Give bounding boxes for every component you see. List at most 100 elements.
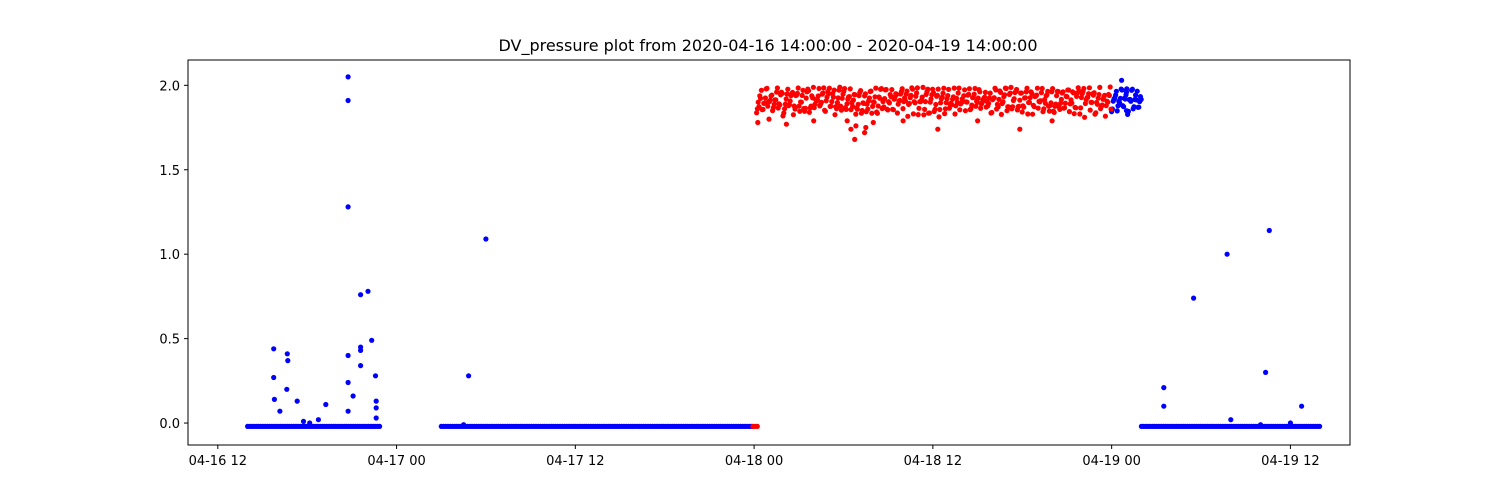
- data-point: [1258, 422, 1264, 428]
- tick-label: 0.0: [159, 417, 180, 432]
- data-point: [1086, 85, 1092, 91]
- data-point: [939, 94, 945, 100]
- data-point: [1054, 93, 1060, 99]
- data-point: [800, 87, 806, 93]
- data-point: [834, 106, 840, 112]
- data-point: [1117, 95, 1123, 101]
- data-point: [890, 107, 897, 113]
- data-point: [949, 102, 955, 108]
- data-point: [962, 87, 968, 93]
- data-point: [284, 351, 290, 357]
- data-point: [1002, 92, 1008, 98]
- data-point: [835, 95, 841, 101]
- data-point: [1070, 90, 1076, 96]
- data-point: [815, 93, 821, 99]
- data-point: [1014, 86, 1020, 93]
- data-point: [466, 373, 472, 379]
- data-point: [889, 87, 895, 93]
- plot-area: [245, 74, 1323, 429]
- data-point: [799, 92, 805, 98]
- data-point: [982, 94, 988, 100]
- data-point: [941, 85, 947, 91]
- data-point: [952, 111, 958, 117]
- data-point: [844, 101, 850, 107]
- data-point: [946, 86, 952, 92]
- data-point: [1077, 111, 1083, 117]
- data-point: [1108, 106, 1114, 112]
- data-point: [1078, 105, 1084, 111]
- data-point: [271, 396, 277, 402]
- data-point: [1069, 100, 1075, 106]
- data-point: [820, 90, 826, 96]
- data-point: [771, 101, 777, 107]
- data-point: [1089, 99, 1095, 105]
- data-point: [1091, 90, 1097, 96]
- data-point: [914, 85, 921, 91]
- data-point: [975, 95, 981, 101]
- data-point: [1107, 84, 1113, 90]
- data-point: [1086, 91, 1092, 97]
- data-point: [1026, 99, 1032, 105]
- data-point: [1138, 96, 1144, 102]
- data-point: [797, 108, 803, 114]
- data-point: [365, 288, 371, 294]
- data-point: [483, 236, 489, 242]
- data-point: [966, 86, 973, 92]
- data-point: [754, 423, 760, 429]
- data-point: [1027, 95, 1033, 101]
- data-point: [900, 118, 906, 124]
- data-point: [956, 85, 962, 91]
- data-point: [843, 106, 849, 112]
- data-point: [902, 98, 909, 104]
- data-point: [866, 95, 873, 101]
- data-point: [1029, 90, 1035, 96]
- data-point: [834, 100, 841, 106]
- data-point: [1035, 105, 1041, 111]
- data-point: [294, 398, 300, 404]
- data-point: [1016, 103, 1022, 109]
- data-point: [858, 88, 864, 94]
- data-point: [933, 101, 939, 108]
- data-point: [971, 91, 977, 97]
- data-point: [1057, 106, 1063, 112]
- data-point: [1039, 85, 1045, 92]
- data-point: [832, 112, 838, 118]
- data-point: [1058, 96, 1064, 102]
- data-point: [1082, 114, 1088, 120]
- data-point: [951, 85, 957, 91]
- data-point: [942, 106, 949, 112]
- data-point: [848, 126, 854, 132]
- data-point: [1008, 84, 1014, 90]
- data-point: [930, 90, 937, 96]
- data-point: [790, 112, 797, 118]
- data-point: [850, 103, 856, 109]
- data-point: [766, 116, 772, 122]
- data-point: [932, 106, 938, 112]
- data-point: [818, 99, 825, 105]
- tick-label: 04-18 12: [904, 454, 962, 469]
- data-point: [853, 111, 859, 117]
- data-point: [1022, 95, 1028, 101]
- data-point: [870, 103, 876, 109]
- data-point: [762, 95, 769, 101]
- data-point: [1019, 109, 1025, 115]
- data-point: [373, 415, 379, 421]
- data-point: [1031, 104, 1037, 110]
- data-point: [919, 94, 925, 100]
- data-point: [839, 95, 845, 101]
- data-point: [1045, 88, 1051, 94]
- data-point: [1102, 92, 1108, 98]
- data-point: [906, 100, 913, 107]
- data-point: [1161, 385, 1167, 391]
- data-point: [762, 100, 768, 106]
- data-point: [284, 386, 290, 392]
- data-point: [1099, 102, 1105, 108]
- data-point: [806, 88, 812, 94]
- data-point: [1096, 92, 1102, 98]
- data-point: [369, 337, 375, 343]
- data-point: [774, 89, 780, 95]
- data-point: [899, 86, 905, 92]
- data-point: [910, 111, 917, 117]
- data-point: [998, 111, 1005, 117]
